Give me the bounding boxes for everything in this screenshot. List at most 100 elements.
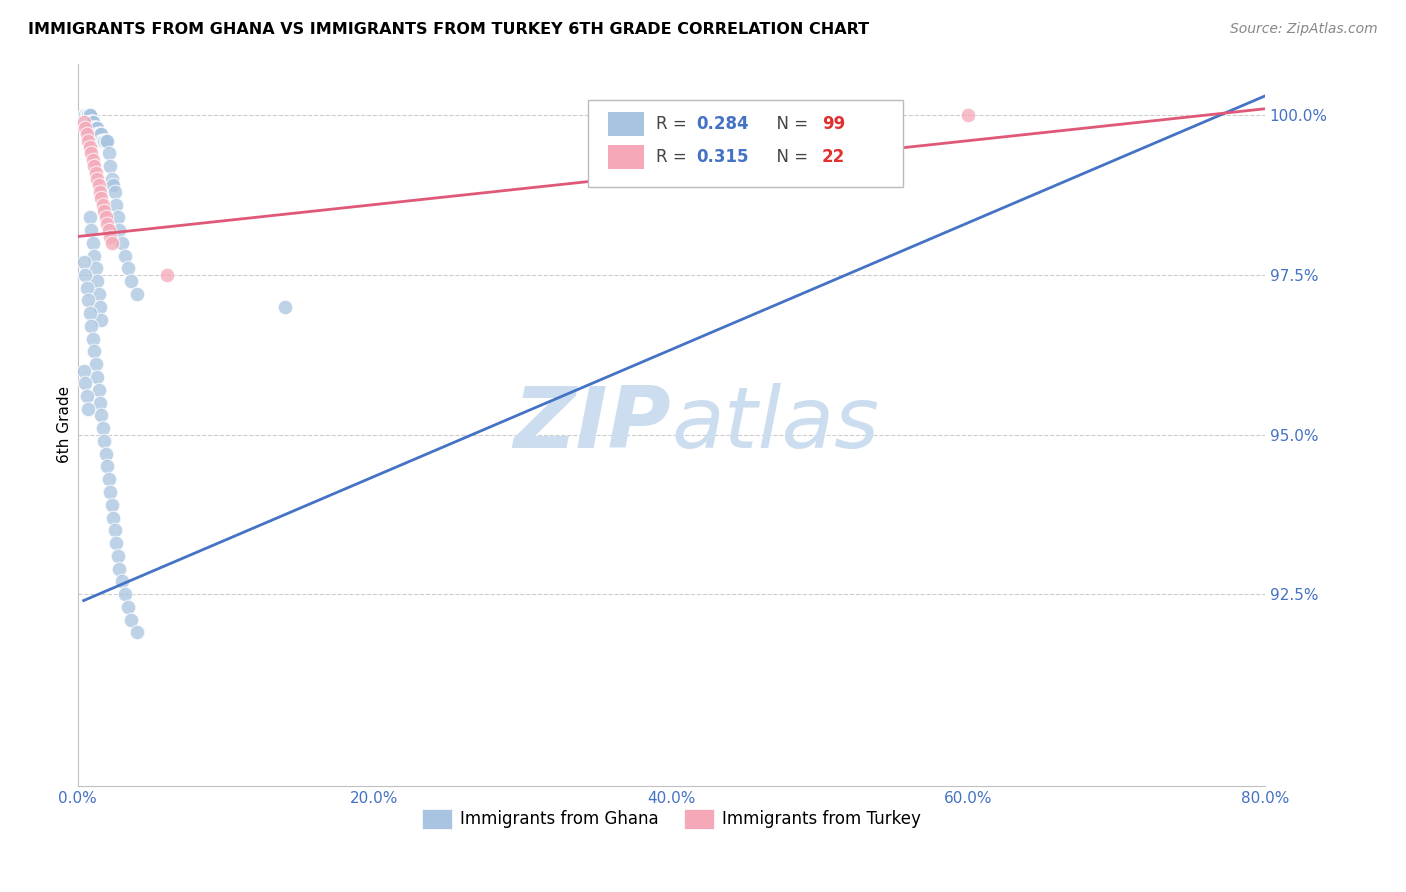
Point	[79, 211, 101, 225]
Point	[87, 287, 110, 301]
Point	[107, 211, 129, 225]
Point	[89, 128, 111, 142]
Text: 0.315: 0.315	[696, 148, 749, 166]
Point	[120, 613, 142, 627]
Point	[80, 146, 103, 161]
Point	[77, 108, 100, 122]
Point	[86, 128, 108, 142]
Point	[89, 185, 111, 199]
Point	[84, 120, 107, 135]
Point	[82, 114, 104, 128]
Point	[94, 134, 117, 148]
Point	[101, 235, 124, 250]
Point	[76, 128, 98, 142]
Point	[83, 249, 105, 263]
Point	[82, 120, 104, 135]
Point	[90, 191, 112, 205]
Point	[73, 114, 96, 128]
Point	[86, 370, 108, 384]
Point	[80, 114, 103, 128]
Point	[80, 114, 103, 128]
Point	[100, 485, 122, 500]
Point	[75, 108, 97, 122]
Point	[97, 146, 120, 161]
Point	[87, 383, 110, 397]
Point	[117, 261, 139, 276]
Point	[114, 587, 136, 601]
Point	[91, 197, 114, 211]
Point	[79, 108, 101, 122]
Point	[77, 293, 100, 308]
Point	[77, 108, 100, 122]
Text: ZIP: ZIP	[513, 384, 671, 467]
Point	[87, 128, 110, 142]
Point	[156, 268, 179, 282]
Point	[117, 599, 139, 614]
Point	[73, 364, 96, 378]
Point	[86, 274, 108, 288]
Point	[114, 249, 136, 263]
Point	[75, 376, 97, 391]
Point	[97, 223, 120, 237]
Point	[96, 459, 118, 474]
Point	[75, 268, 97, 282]
Point	[75, 120, 97, 135]
Point	[91, 134, 114, 148]
Point	[93, 204, 115, 219]
Point	[91, 421, 114, 435]
Point	[79, 140, 101, 154]
Text: N =: N =	[766, 115, 814, 133]
Point	[90, 134, 112, 148]
Point	[103, 510, 125, 524]
Point	[79, 108, 101, 122]
Point	[120, 274, 142, 288]
Point	[94, 134, 117, 148]
Point	[83, 120, 105, 135]
Text: 99: 99	[823, 115, 845, 133]
Point	[80, 114, 103, 128]
Point	[93, 434, 115, 448]
Point	[75, 108, 97, 122]
Text: Source: ZipAtlas.com: Source: ZipAtlas.com	[1230, 22, 1378, 37]
Point	[83, 159, 105, 173]
Point	[100, 229, 122, 244]
Point	[89, 300, 111, 314]
Point	[274, 300, 297, 314]
Point	[80, 223, 103, 237]
Point	[87, 128, 110, 142]
Point	[957, 108, 980, 122]
Point	[77, 134, 100, 148]
Point	[91, 134, 114, 148]
Text: atlas: atlas	[671, 384, 879, 467]
Text: IMMIGRANTS FROM GHANA VS IMMIGRANTS FROM TURKEY 6TH GRADE CORRELATION CHART: IMMIGRANTS FROM GHANA VS IMMIGRANTS FROM…	[28, 22, 869, 37]
Bar	[609, 112, 644, 136]
Point	[86, 120, 108, 135]
Point	[77, 108, 100, 122]
Point	[73, 108, 96, 122]
Point	[83, 120, 105, 135]
Point	[82, 153, 104, 167]
Point	[84, 261, 107, 276]
Point	[96, 217, 118, 231]
Point	[101, 172, 124, 186]
Point	[105, 536, 128, 550]
Point	[105, 197, 128, 211]
Point	[83, 120, 105, 135]
Text: 22: 22	[823, 148, 845, 166]
Point	[107, 549, 129, 563]
Point	[100, 159, 122, 173]
Point	[108, 561, 131, 575]
Point	[77, 401, 100, 416]
Point	[111, 235, 134, 250]
Point	[90, 409, 112, 423]
Point	[89, 395, 111, 409]
Point	[76, 280, 98, 294]
Point	[94, 211, 117, 225]
Point	[127, 625, 149, 640]
FancyBboxPatch shape	[588, 100, 903, 186]
Point	[84, 166, 107, 180]
Point	[79, 108, 101, 122]
Point	[73, 255, 96, 269]
Text: N =: N =	[766, 148, 814, 166]
Point	[93, 134, 115, 148]
